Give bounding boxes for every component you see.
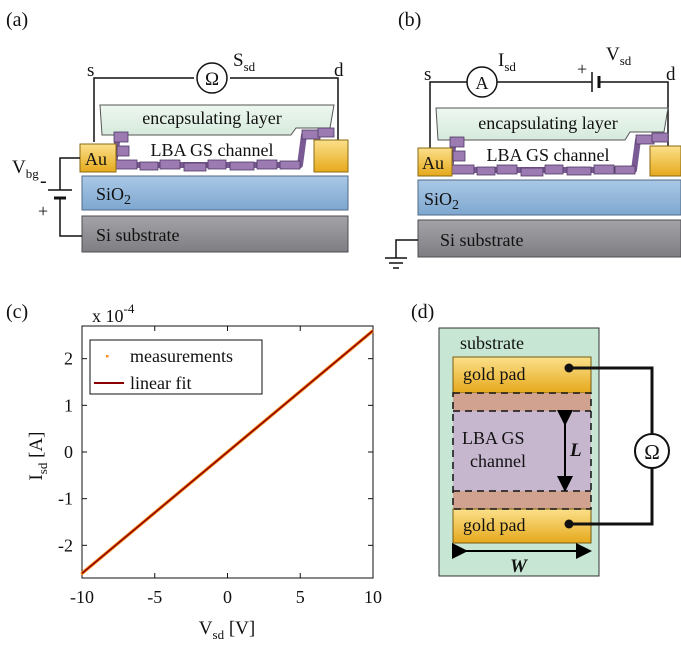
ohmmeter-icon [196,62,228,94]
meter-label: Ssd [233,50,256,74]
gate-wire-bottom [59,198,82,237]
panel-a: (a) Ω Ssd s d encapsulating layer LBA GS… [6,9,349,253]
sio2-layer [81,175,349,211]
width-label: W [510,556,528,577]
linear-fit-line [81,330,374,574]
au-pad-right-b [649,145,681,177]
channel-label-b: LBA GS channel [487,145,610,165]
y-tick-label: 0 [64,442,73,462]
x-tick-label: 10 [364,587,382,607]
source-label: s [87,60,94,81]
drain-label: d [334,60,344,81]
y-tick-label: -1 [58,489,73,509]
y-tick-label: 1 [64,395,73,415]
wire-meter-to-drain [230,77,339,110]
overlap-top [453,393,591,411]
probe-wire-bottom [569,468,654,526]
panel-a-label: (a) [6,9,28,31]
ammeter-symbol: A [476,73,489,93]
probe-wire-top [569,366,654,434]
ground-wire [395,239,418,258]
gs-flakes-b [449,132,669,177]
encapsulating-layer-label: encapsulating layer [142,108,281,128]
current-label: Isd [498,50,516,74]
wire-battery-to-drain [599,81,669,118]
panel-d-label: (d) [411,301,434,323]
axis-multiplier: x 10-4 [92,301,135,326]
sd-plus-sign: + [577,59,587,79]
sio2-layer-b [417,179,681,216]
legend-box [89,339,263,395]
sio2-label: SiO2 [96,184,131,208]
drain-label-b: d [666,64,676,85]
gold-pad-bottom-label: gold pad [463,515,526,535]
gold-pad-top [452,356,592,394]
wire-source-to-meter [93,77,194,110]
panel-b: (b) A Isd Vsd + s d encapsulating layer … [385,9,681,269]
channel-label-line1: LBA GS [462,428,525,448]
au-label-b: Au [422,153,444,173]
gate-plus-sign: + [38,201,48,221]
legend-measurements-marker [106,355,109,358]
y-tick-label: 2 [64,349,73,369]
si-substrate-label-b: Si substrate [440,230,524,250]
chart-series [80,329,374,575]
ohmmeter-symbol: Ω [205,69,219,90]
wire-source-to-ammeter [429,81,467,118]
vbg-label: Vbg [12,157,39,181]
si-substrate-b [417,219,681,258]
channel-label-line2: channel [470,451,526,471]
ground-icon [385,257,407,269]
channel-dashed-outline [452,392,592,510]
overlap-bottom [453,491,591,509]
au-label: Au [85,149,107,169]
encapsulating-layer-label-b: encapsulating layer [478,113,617,133]
x-tick-label: -10 [70,587,94,607]
au-pad-right [313,139,349,173]
encapsulating-layer [99,104,335,136]
x-axis-label: Vsd [V] [199,618,255,642]
legend-fit-label: linear fit [130,373,191,393]
gold-pad-top-label: gold pad [463,364,526,384]
ohmmeter-icon-d [634,433,670,469]
panel-b-label: (b) [398,9,421,31]
panel-d: (d) substrate gold pad gold pad LBA GS c… [411,301,670,577]
x-tick-label: 5 [296,587,305,607]
si-substrate [81,215,349,253]
source-label-b: s [424,64,431,85]
x-tick-label: 0 [223,587,232,607]
encapsulating-layer-b [435,107,669,141]
si-substrate-label: Si substrate [96,225,180,245]
gate-wire-top [59,157,80,190]
au-pad-left-b [417,147,453,177]
y-axis-label: Isd [A] [26,431,50,480]
voltage-label: Vsd [606,44,632,68]
y-tick-label: -2 [58,535,73,555]
sio2-label-b: SiO2 [424,189,459,213]
ohm-symbol-d: Ω [644,440,660,464]
length-label: L [569,440,582,461]
panel-c-label: (c) [6,301,28,323]
x-tick-label: -5 [147,587,162,607]
channel-label: LBA GS channel [151,140,274,160]
gate-minus-sign: - [40,170,47,192]
legend-measurements-label: measurements [130,346,233,366]
substrate-label: substrate [460,333,524,353]
au-pad-left [79,143,117,173]
